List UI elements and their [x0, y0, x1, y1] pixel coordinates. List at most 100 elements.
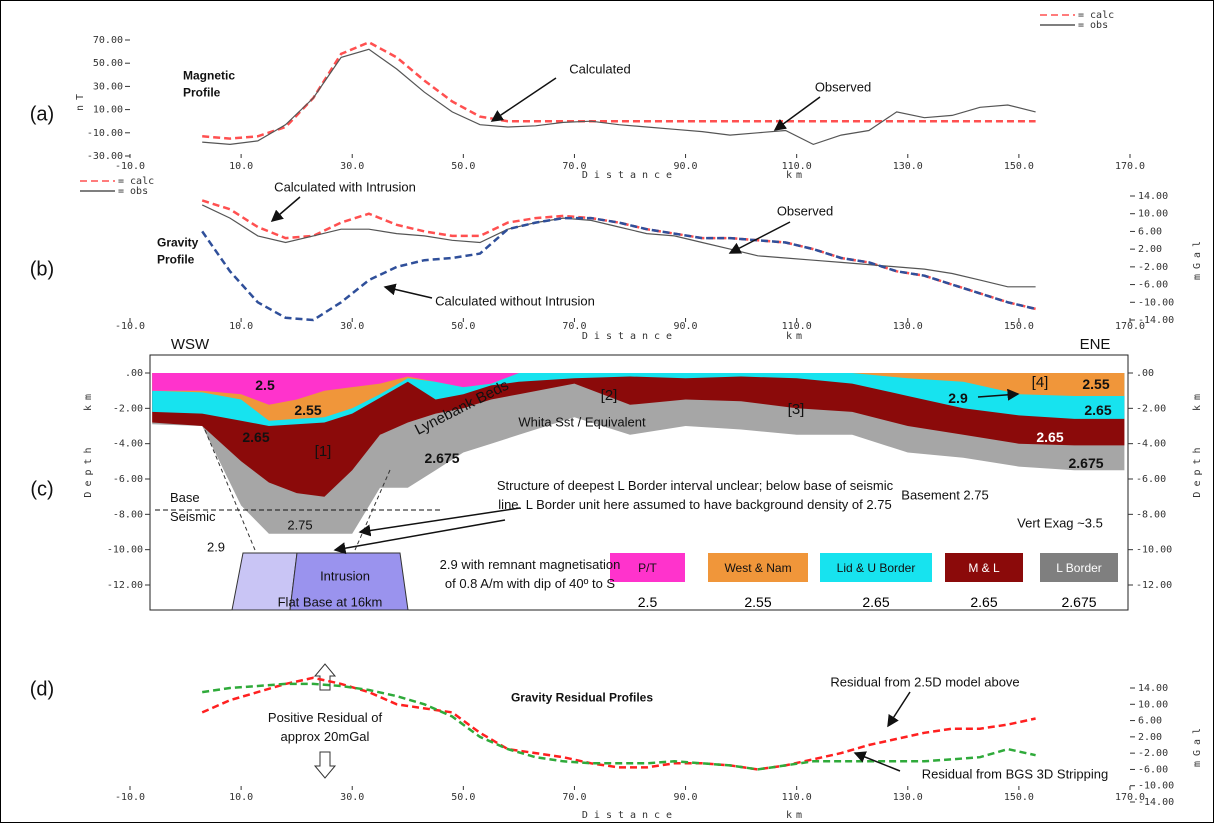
y-tick-label: -4.00 [1136, 439, 1166, 450]
arrow [730, 222, 790, 253]
legend-label: = obs [118, 186, 148, 197]
arrow [492, 78, 556, 121]
annotation: [2] [601, 385, 618, 407]
legend-density: 2.675 [1061, 594, 1096, 610]
x-axis-unit: km [786, 810, 806, 821]
y-tick-label: -4.00 [113, 439, 143, 450]
x-tick-label: 130.0 [893, 792, 923, 803]
y-axis-label: nT [75, 89, 86, 111]
y-tick-label: -8.00 [113, 509, 143, 520]
x-tick-label: -10.0 [115, 161, 145, 172]
annotation: 2.9 [948, 388, 967, 408]
y-axis-label: Depth [83, 442, 94, 497]
x-tick-label: -10.0 [115, 321, 145, 332]
x-tick-label: 130.0 [893, 161, 923, 172]
annotation: 2.75 [287, 517, 312, 536]
y-tick-label: 2.00 [1138, 732, 1162, 743]
arrow [385, 287, 432, 298]
annotation: Observed [777, 203, 833, 222]
legend-density: 2.65 [862, 594, 889, 610]
annotation: [4] [1032, 372, 1049, 394]
x-tick-label: -10.0 [115, 792, 145, 803]
annotation: WSW [171, 334, 209, 356]
annotation: [1] [315, 441, 332, 463]
legend-density: 2.5 [638, 594, 657, 610]
y-tick-label: -10.00 [1136, 545, 1172, 556]
annotation: 2.65 [1084, 400, 1111, 420]
y-tick-label: 6.00 [1138, 226, 1162, 237]
x-axis-label: Distance [582, 331, 678, 342]
x-tick-label: 70.0 [562, 792, 586, 803]
legend-density: 2.65 [970, 594, 997, 610]
y-tick-label: .00 [1136, 368, 1154, 379]
legend-label: = obs [1078, 20, 1108, 31]
legend-label: L Border [1040, 553, 1118, 582]
y-tick-label: -2.00 [1138, 262, 1168, 273]
y-tick-label: .00 [125, 368, 143, 379]
annotation: 2.9 with remnant magnetisation of 0.8 A/… [435, 556, 625, 594]
x-axis-label: Distance [582, 170, 678, 181]
x-tick-label: 170.0 [1115, 161, 1145, 172]
annotation: Residual from BGS 3D Stripping [922, 766, 1108, 785]
annotation: Intrusion [320, 568, 370, 587]
x-tick-label: 30.0 [340, 321, 364, 332]
annotation: Gravity Residual Profiles [511, 689, 653, 706]
annotation: 2.55 [294, 400, 321, 420]
arrow [775, 97, 820, 130]
y-tick-label: -6.00 [1138, 280, 1168, 291]
y-tick-label: 70.00 [93, 35, 123, 46]
x-tick-label: 150.0 [1004, 792, 1034, 803]
annotation: Positive Residual of approx 20mGal [255, 709, 395, 747]
annotation: Magnetic Profile [183, 68, 253, 103]
y-tick-label: -12.00 [107, 580, 143, 591]
y-tick-label: -2.00 [1138, 748, 1168, 759]
arrow [335, 520, 505, 550]
y-axis-label: mGal [1192, 236, 1203, 280]
y-tick-label: -12.00 [1136, 580, 1172, 591]
x-tick-label: 30.0 [340, 161, 364, 172]
series-line [202, 205, 1035, 287]
y-axis-unit: km [1192, 389, 1203, 411]
y-tick-label: 14.00 [1138, 191, 1168, 202]
x-tick-label: 150.0 [1004, 161, 1034, 172]
x-tick-label: 90.0 [674, 792, 698, 803]
x-tick-label: 50.0 [451, 161, 475, 172]
x-tick-label: 10.0 [229, 792, 253, 803]
annotation: 2.9 [207, 539, 225, 558]
annotation: Calculated [569, 61, 630, 80]
x-tick-label: 50.0 [451, 792, 475, 803]
legend-label: West & Nam [708, 553, 808, 582]
y-tick-label: 10.00 [1138, 699, 1168, 710]
series-line [202, 218, 1035, 320]
annotation: Structure of deepest L Border interval u… [495, 477, 895, 515]
hollow-arrow-up [315, 664, 335, 690]
y-tick-label: 10.00 [1138, 209, 1168, 220]
annotation: (d) [30, 676, 54, 705]
x-tick-label: 150.0 [1004, 321, 1034, 332]
legend-density: 2.55 [744, 594, 771, 610]
annotation: Gravity Profile [157, 235, 227, 270]
y-tick-label: 6.00 [1138, 716, 1162, 727]
y-tick-label: 10.00 [93, 105, 123, 116]
annotation: Observed [815, 79, 871, 98]
annotation: 2.55 [1082, 374, 1109, 394]
x-tick-label: 10.0 [229, 321, 253, 332]
y-tick-label: 2.00 [1138, 244, 1162, 255]
y-tick-label: -2.00 [1136, 403, 1166, 414]
annotation: (c) [30, 476, 53, 505]
y-tick-label: 50.00 [93, 58, 123, 69]
x-axis-unit: km [786, 170, 806, 181]
annotation: Calculated with Intrusion [274, 179, 416, 198]
x-tick-label: 170.0 [1115, 321, 1145, 332]
annotation: 2.675 [424, 448, 459, 468]
legend-label: M & L [945, 553, 1023, 582]
annotation: (b) [30, 256, 54, 285]
y-axis-label: mGal [1192, 723, 1203, 767]
hollow-arrow-down [315, 752, 335, 778]
annotation: Whita Sst / Equivalent [518, 414, 645, 433]
arrow [888, 692, 910, 726]
y-tick-label: -10.00 [1138, 781, 1174, 792]
annotation: Vert Exag ~3.5 [1017, 515, 1103, 534]
annotation: ENE [1080, 334, 1111, 356]
annotation: 2.5 [255, 375, 274, 395]
